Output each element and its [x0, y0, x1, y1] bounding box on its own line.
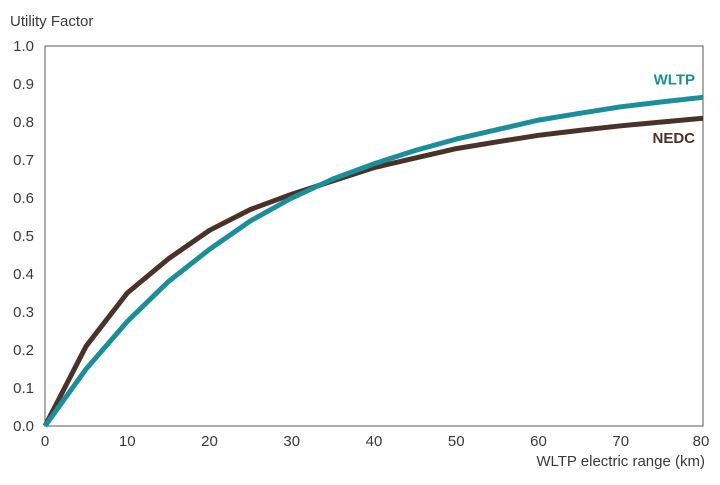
series-label-nedc: NEDC	[652, 130, 695, 147]
plot-frame	[44, 45, 704, 427]
series-label-wltp: WLTP	[654, 71, 695, 88]
x-tick-label: 10	[119, 433, 136, 450]
x-tick-label: 50	[448, 433, 465, 450]
y-tick-labels: 0.0 0.1 0.2 0.3 0.4 0.5 0.6 0.7 0.8 0.9 1.0	[13, 38, 34, 435]
y-tick-label: 0.6	[13, 190, 34, 207]
y-tick-label: 0.5	[13, 228, 34, 245]
x-tick-label: 80	[693, 433, 710, 450]
x-tick-label: 0	[41, 433, 49, 450]
y-tick-label: 0.8	[13, 114, 34, 131]
x-tick-label: 30	[283, 433, 300, 450]
y-tick-label: 0.2	[13, 342, 34, 359]
x-tick-label: 40	[366, 433, 383, 450]
y-tick-label: 0.9	[13, 76, 34, 93]
x-tick-label: 60	[530, 433, 547, 450]
y-tick-label: 0.7	[13, 152, 34, 169]
series-lines	[42, 94, 704, 428]
y-tick-label: 0.4	[13, 266, 34, 283]
x-tick-label: 20	[201, 433, 218, 450]
series-line-nedc	[42, 115, 704, 428]
x-tick-label: 70	[612, 433, 629, 450]
series-line-wltp	[42, 94, 704, 428]
y-tick-label: 0.1	[13, 380, 34, 397]
y-tick-label: 0.0	[13, 418, 34, 435]
y-axis-title: Utility Factor	[10, 13, 93, 30]
y-tick-label: 0.3	[13, 304, 34, 321]
x-tick-labels: 0 10 20 30 40 50 60 70 80	[41, 433, 710, 450]
x-axis-title: WLTP electric range (km)	[536, 453, 705, 470]
y-tick-label: 1.0	[13, 38, 34, 55]
series-labels: NEDC WLTP	[652, 71, 695, 147]
